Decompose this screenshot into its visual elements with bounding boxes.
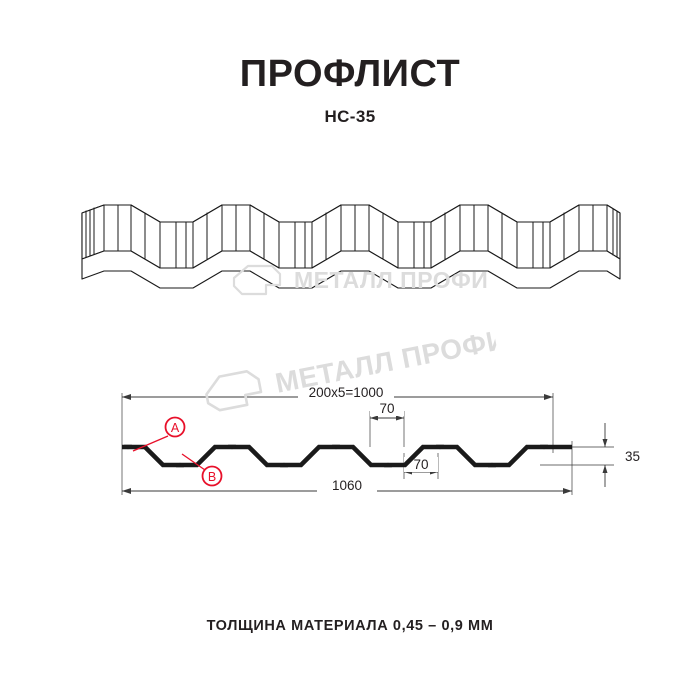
dimension-valley-width: 70 bbox=[404, 457, 438, 475]
callout-a-circle[interactable] bbox=[164, 416, 186, 438]
cross-section-view: 200х5=1000 1060 70 bbox=[0, 375, 700, 510]
dimension-module-width-label: 200х5=1000 bbox=[309, 385, 384, 400]
callout-a-label: A bbox=[171, 421, 180, 435]
page-title: ПРОФЛИСТ bbox=[239, 53, 461, 95]
witness-lines bbox=[121, 393, 614, 495]
profile-section-line bbox=[122, 444, 572, 468]
dimension-valley-width-label: 70 bbox=[413, 457, 428, 472]
callout-b-label: B bbox=[208, 470, 216, 484]
callout-b-circle[interactable] bbox=[201, 465, 223, 487]
callout-a[interactable]: A bbox=[132, 416, 186, 452]
dimension-crest-width: 70 bbox=[370, 401, 404, 421]
dimension-overall-width-label: 1060 bbox=[332, 478, 362, 493]
page-header: ПРОФЛИСТ НС-35 bbox=[0, 55, 700, 127]
material-thickness-label: ТОЛЩИНА МАТЕРИАЛА 0,45 – 0,9 ММ bbox=[206, 618, 494, 634]
profile-stiffener-ribs bbox=[124, 444, 548, 468]
product-model-subtitle: НС-35 bbox=[324, 107, 376, 126]
isometric-svg bbox=[81, 204, 621, 289]
isometric-view bbox=[0, 180, 700, 330]
dimension-profile-height: 35 bbox=[602, 423, 640, 487]
dimension-overall-width: 1060 bbox=[122, 478, 572, 494]
iso-flute-lines bbox=[85, 204, 618, 269]
dimension-crest-width-label: 70 bbox=[379, 401, 394, 416]
dimension-module-width: 200х5=1000 bbox=[122, 385, 553, 401]
dimension-profile-height-label: 35 bbox=[625, 449, 640, 464]
callout-b[interactable]: B bbox=[181, 453, 223, 487]
page-footer: ТОЛЩИНА МАТЕРИАЛА 0,45 – 0,9 ММ bbox=[0, 618, 700, 634]
cross-section-svg: 200х5=1000 1060 70 bbox=[121, 385, 640, 495]
